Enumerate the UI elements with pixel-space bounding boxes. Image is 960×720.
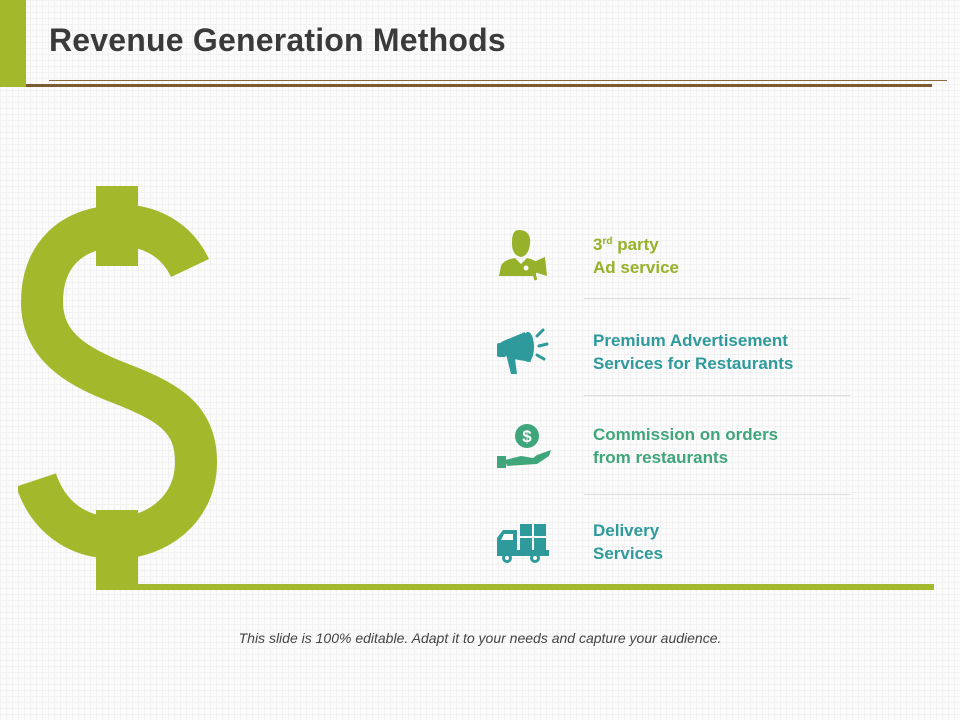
item-label-line2: Services [593,544,663,563]
label-rest: party [612,235,659,254]
item-label: Commission on orders from restaurants [593,423,843,469]
list-item-premium-ads: Premium Advertisement Services for Resta… [0,316,960,406]
hand-coin-icon: $ [497,424,551,468]
list-item-ad-service: 3rd party Ad service [0,220,960,310]
title-accent-bar [0,0,26,87]
item-separator [584,395,850,396]
item-label-line1: Commission on orders [593,425,779,444]
item-label-line2: Services for Restaurants [593,354,794,373]
item-separator [584,494,850,495]
item-label-line1: 3rd party [593,233,843,256]
item-label-line2: Ad service [593,258,679,277]
item-label: Premium Advertisement Services for Resta… [593,329,843,375]
ordinal-suffix: rd [602,236,613,247]
title-rule-thin [49,80,947,81]
dollar-s-curve [18,204,218,560]
person-megaphone-icon [499,230,547,281]
ordinal-number: 3 [593,235,603,254]
item-label: 3rd party Ad service [593,233,843,279]
list-item-delivery: Delivery Services [0,508,960,598]
item-label-line1: Delivery [593,521,660,540]
slide-footer-note: This slide is 100% editable. Adapt it to… [238,630,722,646]
svg-text:$: $ [522,427,532,446]
item-label: Delivery Services [593,519,843,565]
delivery-truck-icon [497,524,549,563]
list-item-commission: $ Commission on orders from restaurants [0,412,960,502]
slide-title: Revenue Generation Methods [49,22,506,58]
title-rule-thick [26,84,932,87]
item-separator [584,298,850,299]
item-label-line1: Premium Advertisement [593,331,788,350]
megaphone-icon [497,328,549,374]
content-baseline [132,584,934,590]
item-label-line2: from restaurants [593,448,729,467]
dollar-sign-icon [18,186,218,590]
